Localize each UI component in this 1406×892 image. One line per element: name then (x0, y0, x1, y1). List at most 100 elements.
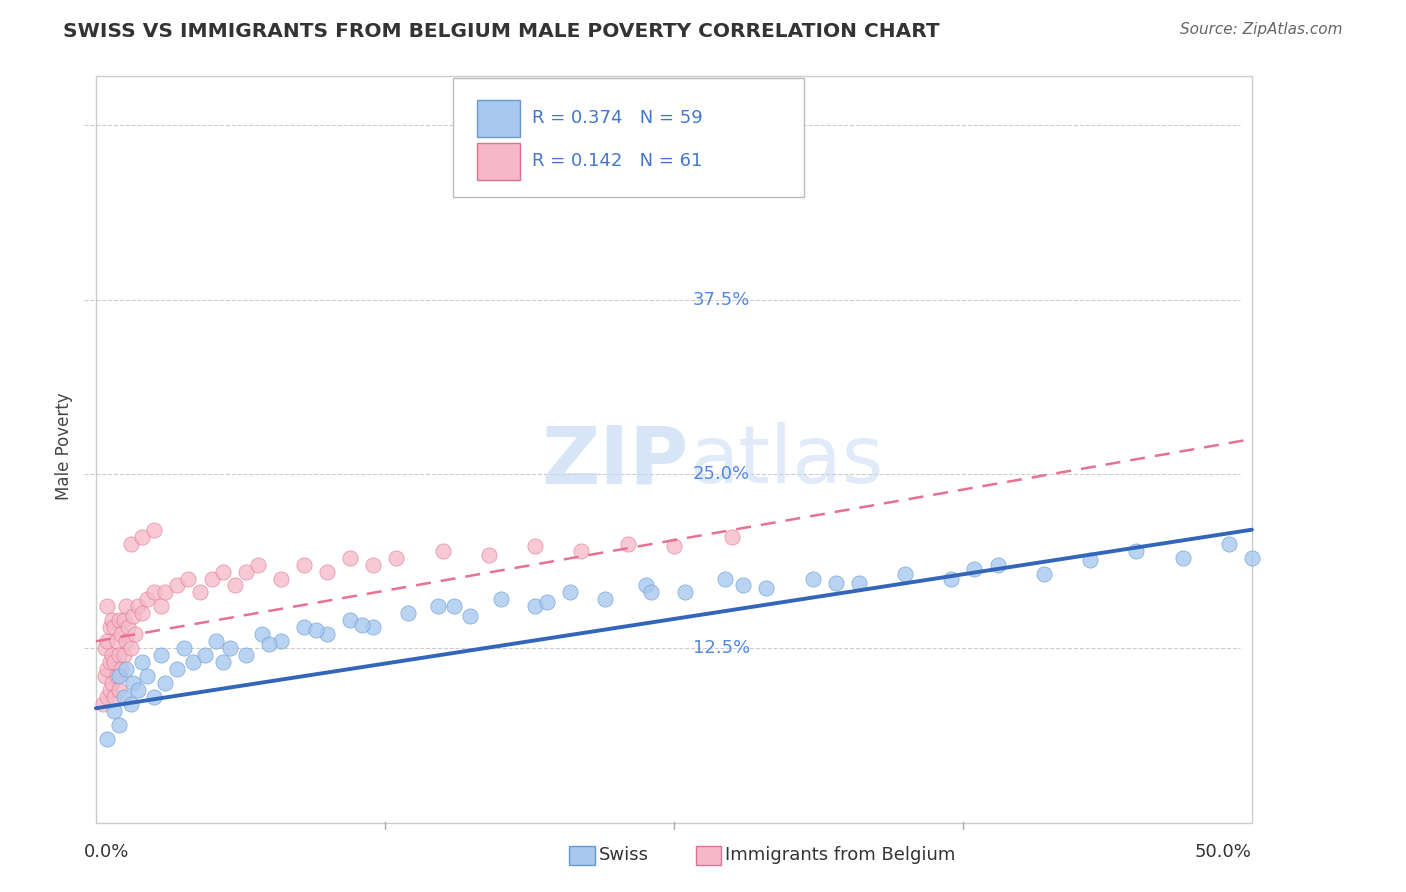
Point (363, 558, 385, 572)
Point (122, 676, 145, 690)
Point (110, 662, 132, 676)
Point (127, 683, 149, 698)
Point (96, 690, 118, 704)
Point (166, 662, 188, 676)
Point (720, 530, 742, 544)
Point (316, 627, 339, 641)
Point (571, 543, 593, 558)
Point (122, 609, 145, 624)
Point (120, 697, 142, 711)
Point (103, 655, 125, 669)
Point (194, 648, 217, 663)
Point (259, 637, 281, 651)
Point (98, 655, 121, 669)
Point (489, 592, 512, 607)
Point (112, 648, 135, 663)
Point (1240, 550, 1263, 565)
Point (98, 620, 121, 634)
Text: 50.0%: 50.0% (1195, 843, 1251, 862)
Text: SWISS VS IMMIGRANTS FROM BELGIUM MALE POVERTY CORRELATION CHART: SWISS VS IMMIGRANTS FROM BELGIUM MALE PO… (63, 22, 939, 41)
Point (212, 565, 235, 579)
Point (524, 599, 547, 614)
Text: atlas: atlas (689, 422, 883, 500)
Point (108, 648, 131, 663)
Point (166, 578, 188, 592)
Point (662, 540, 685, 554)
Point (96, 634, 118, 648)
Point (177, 572, 200, 586)
Point (292, 558, 315, 572)
Text: ZIP: ZIP (541, 422, 689, 500)
Point (270, 572, 292, 586)
Point (108, 613, 131, 627)
Bar (478, 100, 520, 136)
Point (755, 581, 778, 595)
Point (91, 697, 114, 711)
Point (443, 599, 465, 614)
Point (246, 558, 269, 572)
Point (142, 585, 165, 599)
Point (96, 731, 118, 746)
Point (224, 578, 246, 592)
Point (252, 627, 274, 641)
Point (108, 669, 131, 683)
Point (1078, 553, 1101, 567)
Point (173, 641, 195, 656)
Point (396, 607, 419, 621)
Point (117, 620, 139, 634)
Text: 37.5%: 37.5% (693, 291, 749, 309)
Point (112, 613, 135, 627)
Point (105, 634, 128, 648)
Point (292, 620, 315, 634)
Text: 50.0%: 50.0% (693, 116, 749, 134)
Point (1032, 567, 1054, 582)
Point (212, 655, 235, 669)
Point (115, 599, 138, 614)
Point (142, 523, 165, 537)
Point (963, 562, 986, 576)
Point (96, 599, 118, 614)
Point (103, 620, 125, 634)
Bar (478, 143, 520, 180)
Point (616, 536, 638, 550)
Point (1171, 550, 1194, 565)
Point (316, 565, 339, 579)
Point (103, 690, 125, 704)
Point (101, 648, 124, 663)
Point (149, 648, 172, 663)
Point (131, 530, 153, 544)
Point (94, 641, 117, 656)
Point (848, 575, 870, 590)
Point (536, 595, 558, 609)
Point (304, 623, 326, 637)
Point (112, 690, 135, 704)
Point (432, 543, 454, 558)
Text: 25.0%: 25.0% (693, 465, 749, 483)
Point (593, 592, 616, 607)
Point (149, 599, 172, 614)
Point (339, 613, 361, 627)
Point (124, 627, 146, 641)
Point (824, 575, 846, 590)
Point (640, 585, 662, 599)
Point (127, 599, 149, 614)
Y-axis label: Male Poverty: Male Poverty (55, 392, 73, 500)
Text: Swiss: Swiss (599, 847, 650, 864)
Point (110, 627, 132, 641)
Point (181, 655, 204, 669)
Point (339, 550, 361, 565)
Point (101, 613, 124, 627)
Point (188, 585, 211, 599)
Point (115, 662, 138, 676)
Point (713, 572, 735, 586)
Text: Immigrants from Belgium: Immigrants from Belgium (725, 847, 956, 864)
Point (1218, 536, 1240, 550)
Point (478, 548, 501, 562)
Point (115, 634, 138, 648)
Point (200, 572, 222, 586)
Point (155, 585, 177, 599)
Point (135, 592, 157, 607)
FancyBboxPatch shape (453, 78, 804, 197)
Point (235, 565, 257, 579)
Point (120, 536, 142, 550)
